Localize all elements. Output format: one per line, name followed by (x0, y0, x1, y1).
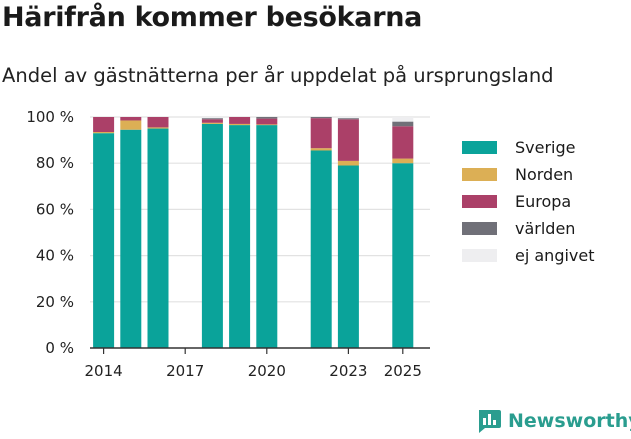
x-tick-label: 2017 (166, 362, 204, 380)
legend-label-sverige: Sverige (515, 138, 576, 157)
legend-swatch-sverige (462, 141, 497, 154)
x-tick-label: 2014 (85, 362, 123, 380)
bar-europa (337, 119, 359, 161)
bar-sverige (256, 125, 278, 349)
bar-varlden (392, 121, 414, 127)
bar-norden (310, 148, 332, 151)
legend-label-varlden: världen (515, 219, 576, 238)
y-tick-label: 40 % (36, 247, 74, 265)
chart-subtitle: Andel av gästnätterna per år uppdelat på… (2, 64, 554, 87)
bar-norden (93, 132, 115, 134)
legend-item-europa: Europa (462, 188, 595, 215)
bar-chart-icon (479, 410, 501, 433)
bar-norden (201, 122, 223, 124)
bar-europa (229, 117, 251, 124)
legend-swatch-varlden (462, 222, 497, 235)
y-tick-label: 100 % (26, 108, 74, 126)
bar-europa (256, 118, 278, 125)
x-tick-label: 2025 (384, 362, 422, 380)
legend-swatch-europa (462, 195, 497, 208)
bar-varlden (256, 117, 278, 119)
legend-label-ej-angivet: ej angivet (515, 246, 595, 265)
bar-norden (147, 127, 169, 129)
chart-title: Härifrån kommer besökarna (2, 2, 423, 33)
bar-varlden (310, 117, 332, 119)
y-tick-label: 60 % (36, 200, 74, 218)
bar-europa (93, 117, 115, 133)
bar-europa (147, 117, 169, 128)
bar-europa (120, 117, 142, 121)
bar-sverige (229, 125, 251, 349)
x-tick-label: 2020 (248, 362, 286, 380)
legend-label-norden: Norden (515, 165, 574, 184)
bar-norden (256, 124, 278, 126)
legend-swatch-norden (462, 168, 497, 181)
legend-item-varlden: världen (462, 215, 595, 242)
bar-varlden (337, 118, 359, 120)
bar-norden (337, 160, 359, 166)
newsworthy-logo: Newsworthy (476, 408, 631, 434)
bar-ej-angivet (201, 117, 223, 119)
bar-sverige (392, 163, 414, 348)
bar-ej-angivet (392, 117, 414, 122)
legend-item-norden: Norden (462, 161, 595, 188)
bar-europa (392, 126, 414, 159)
y-tick-label: 80 % (36, 154, 74, 172)
bar-norden (120, 120, 142, 130)
bar-europa (201, 119, 223, 123)
legend-label-europa: Europa (515, 192, 572, 211)
y-tick-label: 20 % (36, 293, 74, 311)
legend: Sverige Norden Europa världen ej angivet (462, 134, 595, 269)
brand-name: Newsworthy (508, 410, 631, 432)
bar-europa (310, 118, 332, 149)
x-tick-label: 2023 (329, 362, 367, 380)
y-tick-label: 0 % (45, 339, 74, 357)
bar-norden (229, 123, 251, 126)
bar-sverige (93, 133, 115, 348)
bar-sverige (120, 129, 142, 348)
legend-item-ej-angivet: ej angivet (462, 242, 595, 269)
bar-varlden (201, 118, 223, 120)
legend-swatch-ej-angivet (462, 249, 497, 262)
legend-item-sverige: Sverige (462, 134, 595, 161)
bar-sverige (201, 123, 223, 349)
bar-norden (392, 158, 414, 164)
bar-sverige (147, 128, 169, 348)
bar-sverige (310, 150, 332, 348)
bar-ej-angivet (337, 117, 359, 119)
bar-sverige (337, 165, 359, 348)
